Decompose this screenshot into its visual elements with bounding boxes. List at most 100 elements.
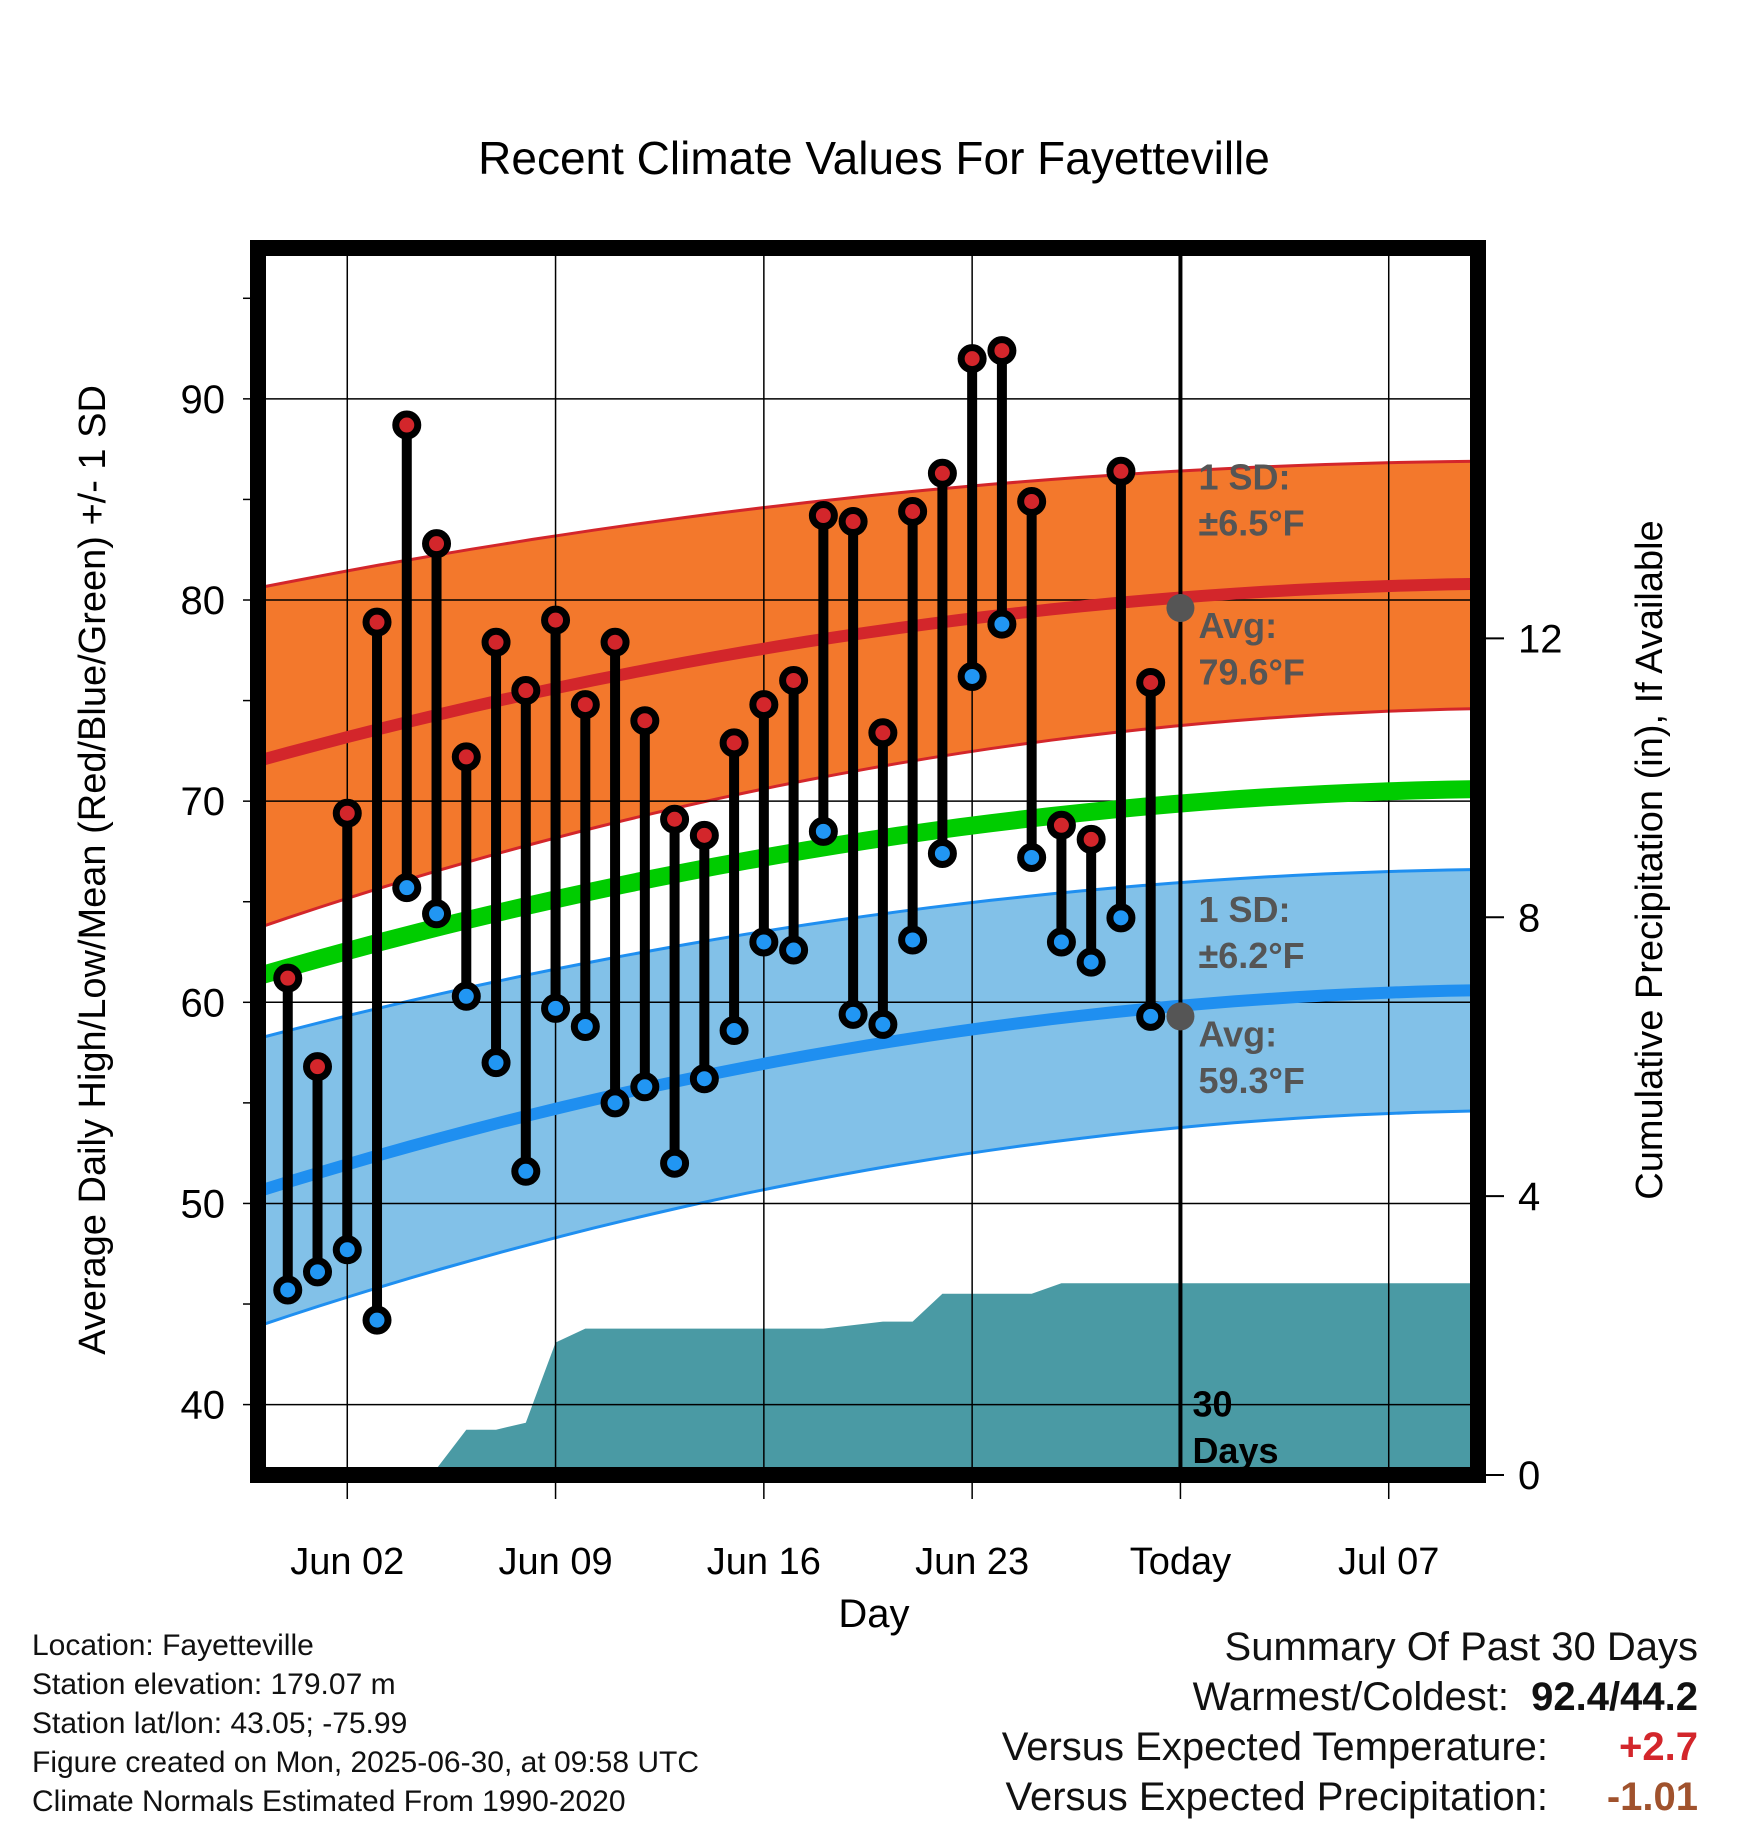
daily-high-marker: [987, 336, 1017, 366]
daily-high-marker: [1017, 486, 1047, 516]
days-label-number: 30: [1192, 1384, 1232, 1425]
y2-axis-label: Cumulative Precipitation (in), If Availa…: [1629, 520, 1671, 1199]
daily-low-marker: [808, 816, 838, 846]
low-avg-value: 59.3°F: [1198, 1060, 1304, 1101]
low-sd-value: ±6.2°F: [1198, 935, 1304, 976]
high-avg-label: Avg:: [1198, 605, 1277, 646]
daily-high-marker: [808, 501, 838, 531]
warmest-coldest-label: Warmest/Coldest:: [1192, 1675, 1509, 1719]
summary-panel: Summary Of Past 30 Days Warmest/Coldest:…: [1002, 1622, 1698, 1822]
high-normal-line: [256, 577, 1479, 767]
elevation-text: Station elevation: 179.07 m: [32, 1668, 396, 1701]
daily-high-marker: [898, 497, 928, 527]
y-tick-label: 80: [181, 579, 226, 623]
daily-high-marker: [779, 665, 809, 695]
x-tick-label: Jul 07: [1338, 1541, 1439, 1583]
y2-tick-label: 12: [1518, 617, 1563, 661]
daily-high-marker: [273, 963, 303, 993]
location-text: Location: Fayetteville: [32, 1629, 314, 1662]
low-normal-line: [256, 984, 1479, 1198]
daily-high-marker: [1136, 667, 1166, 697]
plot-area: 1 SD: ±6.5°F Avg: 79.6°F 1 SD: ±6.2°F Avg: 59.3…: [181, 240, 1563, 1583]
daily-high-marker: [570, 690, 600, 720]
daily-high-marker: [630, 706, 660, 736]
daily-high-marker: [362, 607, 392, 637]
summary-title: Summary Of Past 30 Days: [1224, 1625, 1698, 1669]
x-tick-label: Today: [1130, 1541, 1231, 1583]
summary-row-temp: Versus Expected Temperature: +2.7: [1002, 1722, 1698, 1772]
daily-low-marker: [332, 1235, 362, 1265]
station-info: Location: Fayetteville Station elevation…: [32, 1626, 699, 1821]
daily-low-marker: [511, 1156, 541, 1186]
daily-low-marker: [1136, 1001, 1166, 1031]
daily-low-marker: [1046, 927, 1076, 957]
daily-high-marker: [927, 458, 957, 488]
normals-text: Climate Normals Estimated From 1990-2020: [32, 1785, 626, 1818]
daily-low-marker: [689, 1064, 719, 1094]
daily-high-marker: [541, 605, 571, 635]
daily-low-marker: [273, 1275, 303, 1305]
y2-tick-label: 0: [1518, 1454, 1540, 1498]
daily-high-marker: [660, 804, 690, 834]
warmest-coldest-value: 92.4/44.2: [1531, 1675, 1698, 1719]
x-tick-label: Jun 09: [499, 1541, 613, 1583]
daily-high-marker: [392, 410, 422, 440]
x-axis-label: Day: [838, 1592, 909, 1636]
days-label-text: Days: [1192, 1430, 1278, 1471]
daily-high-marker: [1046, 810, 1076, 840]
daily-low-marker: [451, 981, 481, 1011]
daily-low-marker: [600, 1088, 630, 1118]
plot-frame: [250, 240, 1486, 1483]
daily-high-marker: [1076, 824, 1106, 854]
daily-high-marker: [332, 798, 362, 828]
daily-high-marker: [719, 728, 749, 758]
y2-tick-label: 8: [1518, 896, 1540, 940]
daily-low-marker: [868, 1009, 898, 1039]
daily-high-marker: [868, 718, 898, 748]
daily-low-marker: [987, 609, 1017, 639]
y-tick-label: 70: [181, 780, 226, 824]
chart-title: Recent Climate Values For Fayetteville: [478, 132, 1270, 184]
temp-label: Versus Expected Temperature:: [1001, 1725, 1548, 1769]
daily-high-marker: [422, 529, 452, 559]
daily-high-marker: [749, 690, 779, 720]
high-avg-value: 79.6°F: [1198, 651, 1304, 692]
y-tick-label: 40: [181, 1384, 226, 1428]
high-avg-today-point: [1166, 594, 1195, 623]
x-tick-label: Jun 23: [915, 1541, 1029, 1583]
daily-low-marker: [1106, 903, 1136, 933]
y-tick-label: 90: [181, 378, 226, 422]
daily-low-marker: [1076, 947, 1106, 977]
daily-high-marker: [689, 820, 719, 850]
y-axis-label: Average Daily High/Low/Mean (Red/Blue/Gr…: [72, 385, 114, 1355]
daily-low-marker: [392, 873, 422, 903]
high-sd-label: 1 SD:: [1198, 456, 1290, 497]
daily-low-marker: [422, 899, 452, 929]
daily-low-marker: [570, 1011, 600, 1041]
daily-low-marker: [838, 999, 868, 1029]
precipitation-area: [258, 1283, 1478, 1475]
x-tick-label: Jun 02: [290, 1541, 404, 1583]
low-avg-today-point: [1166, 1002, 1195, 1031]
low-avg-label: Avg:: [1198, 1014, 1277, 1055]
daily-low-marker: [362, 1305, 392, 1335]
daily-high-marker: [600, 627, 630, 657]
daily-low-marker: [779, 935, 809, 965]
low-normal-band: [258, 869, 1478, 1327]
daily-high-marker: [303, 1052, 333, 1082]
daily-high-marker: [838, 507, 868, 537]
precip-label: Versus Expected Precipitation:: [1005, 1775, 1548, 1819]
daily-low-marker: [541, 993, 571, 1023]
daily-low-marker: [630, 1072, 660, 1102]
summary-row-extremes: Warmest/Coldest: 92.4/44.2: [1002, 1672, 1698, 1722]
daily-high-marker: [957, 344, 987, 374]
low-lower-sd-line: [257, 1109, 1479, 1328]
daily-low-marker: [1017, 842, 1047, 872]
y2-tick-label: 4: [1518, 1175, 1540, 1219]
daily-low-marker: [749, 927, 779, 957]
temp-value: +2.7: [1619, 1725, 1698, 1769]
daily-low-marker: [481, 1048, 511, 1078]
daily-high-marker: [511, 676, 541, 706]
precip-value: -1.01: [1606, 1775, 1698, 1819]
